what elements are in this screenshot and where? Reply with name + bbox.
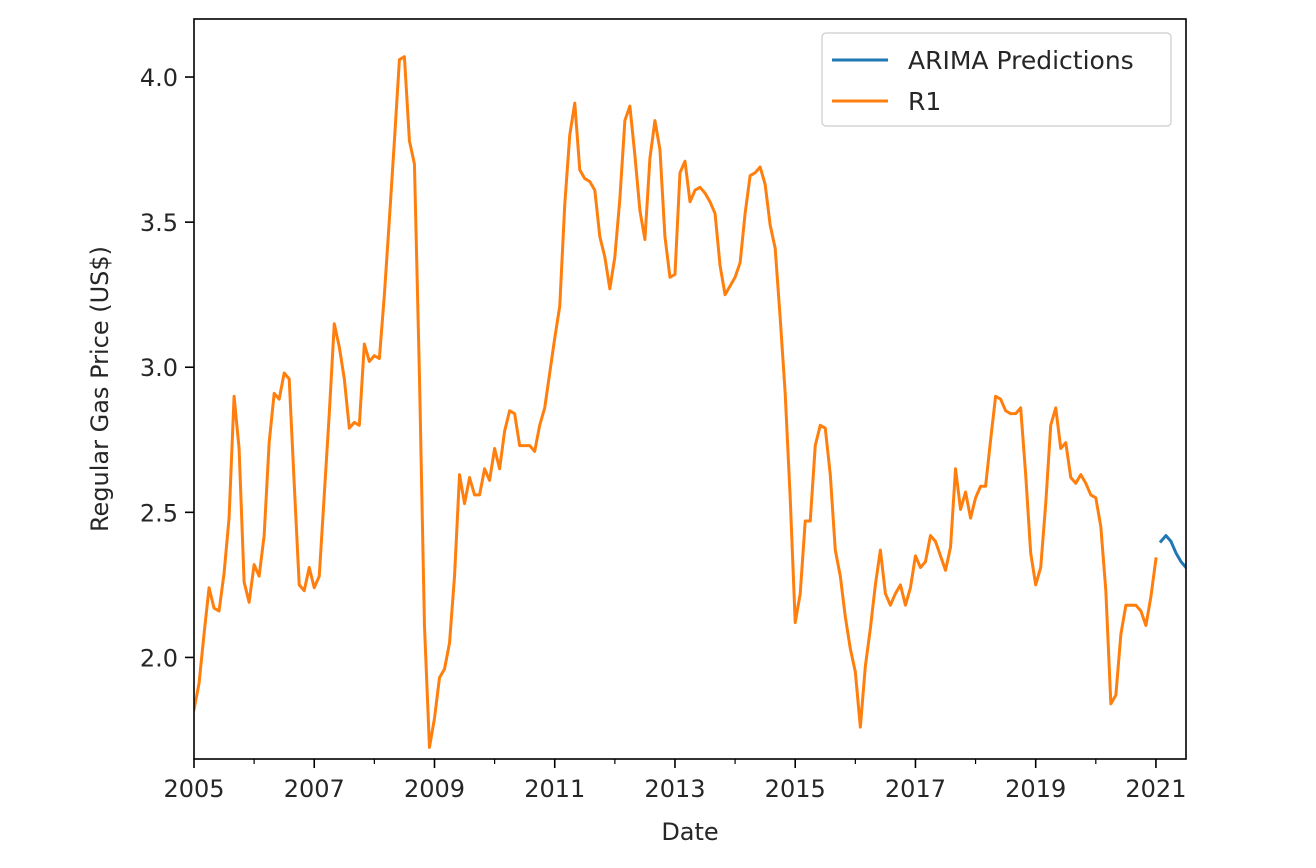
series-line-arima-predictions xyxy=(1158,534,1186,570)
plot-frame xyxy=(193,18,1187,760)
x-tick-label: 2009 xyxy=(404,775,465,803)
y-tick-label: 3.0 xyxy=(140,354,178,382)
legend: ARIMA Predictions R1 xyxy=(821,32,1172,127)
y-tick-label: 3.5 xyxy=(140,209,178,237)
y-tick-label: 4.0 xyxy=(140,64,178,92)
legend-label-r1: R1 xyxy=(908,87,941,116)
x-axis: 2005 2007 2009 2011 2013 2015 2017 2019 2021 xyxy=(163,759,1186,803)
x-axis-label: Date xyxy=(661,818,718,846)
x-tick-label: 2013 xyxy=(644,775,705,803)
x-tick-label: 2005 xyxy=(163,775,224,803)
x-tick-label: 2015 xyxy=(765,775,826,803)
y-axis-label: Regular Gas Price (US$) xyxy=(86,246,114,532)
y-tick-label: 2.0 xyxy=(140,644,178,672)
x-tick-label: 2017 xyxy=(885,775,946,803)
x-tick-label: 2007 xyxy=(284,775,345,803)
x-tick-label: 2021 xyxy=(1125,775,1186,803)
series-layer xyxy=(194,55,1186,749)
y-axis: 2.0 2.5 3.0 3.5 4.0 xyxy=(140,64,194,672)
legend-box xyxy=(821,32,1172,127)
legend-label-arima-predictions: ARIMA Predictions xyxy=(908,46,1134,75)
series-line-r1 xyxy=(194,55,1158,749)
y-tick-label: 2.5 xyxy=(140,499,178,527)
x-tick-label: 2011 xyxy=(524,775,585,803)
x-tick-label: 2019 xyxy=(1005,775,1066,803)
